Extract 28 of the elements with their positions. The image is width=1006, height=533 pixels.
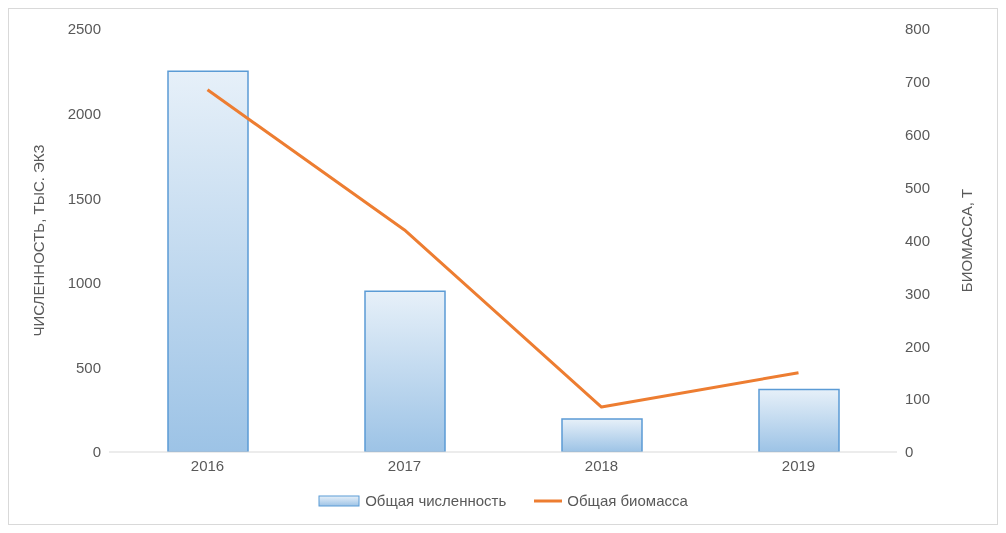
x-tick-label: 2019	[781, 456, 816, 474]
bar	[561, 418, 643, 452]
y-axis-title: ЧИСЛЕННОСТЬ, ТЫС. ЭКЗ	[30, 144, 48, 337]
line-series	[206, 88, 800, 409]
y2-tick-label: 400	[905, 231, 931, 249]
y-tick-label: 500	[75, 358, 101, 376]
y2-tick-label: 700	[905, 73, 931, 91]
y2-tick-label: 100	[905, 390, 931, 408]
legend-label: Общая численность	[365, 492, 507, 509]
y2-tick-label: 300	[905, 284, 931, 302]
y-tick-label: 0	[92, 443, 101, 461]
y2-tick-label: 200	[905, 337, 931, 355]
y2-axis-title: БИОМАССА, Т	[958, 188, 976, 293]
y-tick-label: 2500	[67, 20, 101, 38]
y-tick-label: 1500	[67, 189, 101, 207]
legend-label: Общая биомасса	[567, 492, 688, 509]
x-tick-label: 2018	[584, 456, 619, 474]
y2-tick-label: 500	[905, 178, 931, 196]
y-tick-label: 1000	[67, 274, 101, 292]
bar	[364, 290, 446, 452]
x-tick-label: 2016	[190, 456, 225, 474]
y2-tick-label: 800	[905, 20, 931, 38]
y-tick-label: 2000	[67, 104, 101, 122]
x-tick-label: 2017	[387, 456, 422, 474]
bar	[758, 388, 840, 452]
bar	[167, 70, 249, 452]
y2-tick-label: 0	[905, 443, 914, 461]
y2-tick-label: 600	[905, 126, 931, 144]
